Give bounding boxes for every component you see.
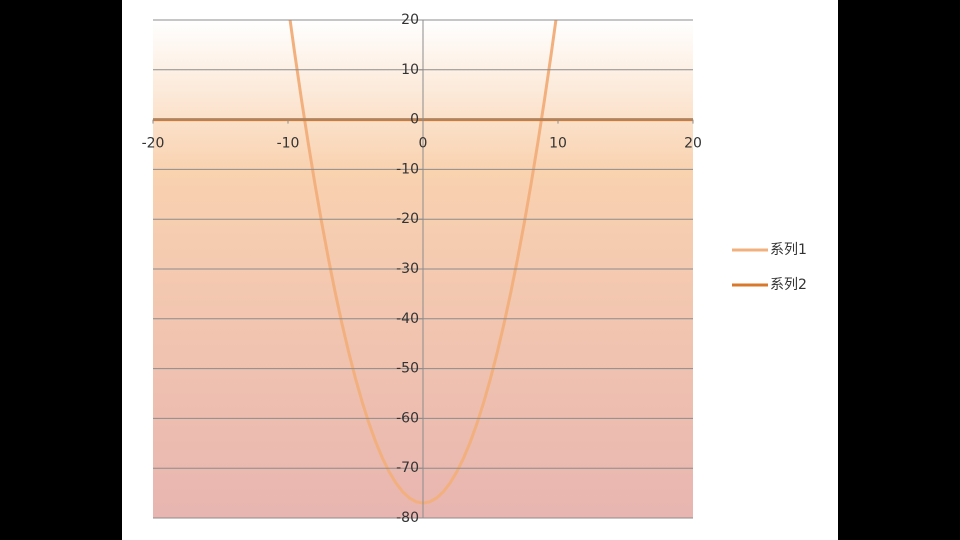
x-tick-label: 20 bbox=[684, 136, 702, 152]
y-tick-label: -60 bbox=[396, 410, 419, 426]
x-tick-label: 0 bbox=[419, 136, 428, 152]
y-tick-label: -20 bbox=[396, 211, 419, 227]
legend-label: 系列2 bbox=[770, 277, 807, 293]
y-tick-label: 20 bbox=[401, 12, 419, 28]
y-tick-label: 0 bbox=[410, 112, 419, 128]
y-tick-label: -70 bbox=[396, 460, 419, 476]
y-tick-label: -30 bbox=[396, 261, 419, 277]
x-tick-label: 10 bbox=[549, 136, 567, 152]
legend-label: 系列1 bbox=[770, 242, 807, 258]
x-tick-label: -10 bbox=[277, 136, 300, 152]
y-tick-label: -40 bbox=[396, 311, 419, 327]
y-tick-label: 10 bbox=[401, 62, 419, 78]
y-tick-label: -80 bbox=[396, 510, 419, 526]
y-tick-label: -10 bbox=[396, 161, 419, 177]
y-tick-label: -50 bbox=[396, 361, 419, 377]
x-tick-label: -20 bbox=[142, 136, 165, 152]
